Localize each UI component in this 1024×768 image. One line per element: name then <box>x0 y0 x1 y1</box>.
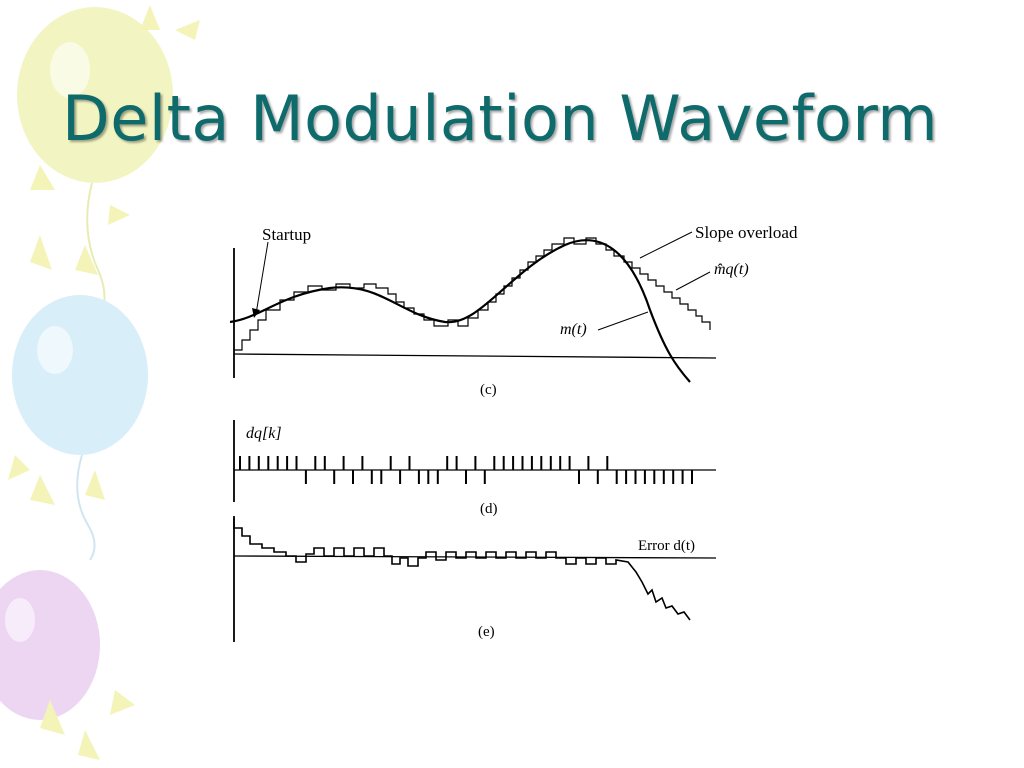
panel-e-x-axis <box>233 555 717 559</box>
panel-e-caption: (e) <box>478 624 495 640</box>
message-label: m(t) <box>560 321 587 338</box>
startup-label: Startup <box>262 225 311 244</box>
slope-overload-label: Slope overload <box>695 223 798 242</box>
message-leader <box>597 311 649 331</box>
panel-c: Startup Slope overload m̂q(t) m(t) (c) <box>229 223 798 398</box>
sparkle-yellow-1 <box>30 5 200 275</box>
pulse-train-label: dq[k] <box>246 425 282 442</box>
staircase-label: m̂q(t) <box>714 261 749 278</box>
error-label: Error d(t) <box>638 538 695 554</box>
panel-e: Error d(t) (e) <box>233 516 717 642</box>
staircase-approximation <box>234 237 711 351</box>
sparkle-yellow-2 <box>8 455 105 505</box>
message-signal-curve <box>229 239 691 383</box>
sparkle-yellow-3 <box>40 690 135 760</box>
slope-overload-leader <box>639 231 693 259</box>
panel-c-x-axis <box>233 353 717 359</box>
balloon-purple <box>0 570 100 720</box>
balloon-yellow-top <box>17 7 173 331</box>
startup-arrow <box>255 241 269 315</box>
panel-c-caption: (c) <box>480 382 497 398</box>
panel-d: dq[k] (d) <box>233 420 716 517</box>
staircase-leader <box>675 271 711 291</box>
error-signal-curve <box>233 518 691 621</box>
startup-arrowhead <box>252 308 260 318</box>
panel-d-caption: (d) <box>480 501 498 517</box>
delta-modulation-figure: Startup Slope overload m̂q(t) m(t) (c) d… <box>229 223 798 642</box>
slide-title: Delta Modulation Waveform <box>62 82 939 155</box>
pulse-train <box>239 456 693 484</box>
balloon-blue <box>12 295 148 561</box>
